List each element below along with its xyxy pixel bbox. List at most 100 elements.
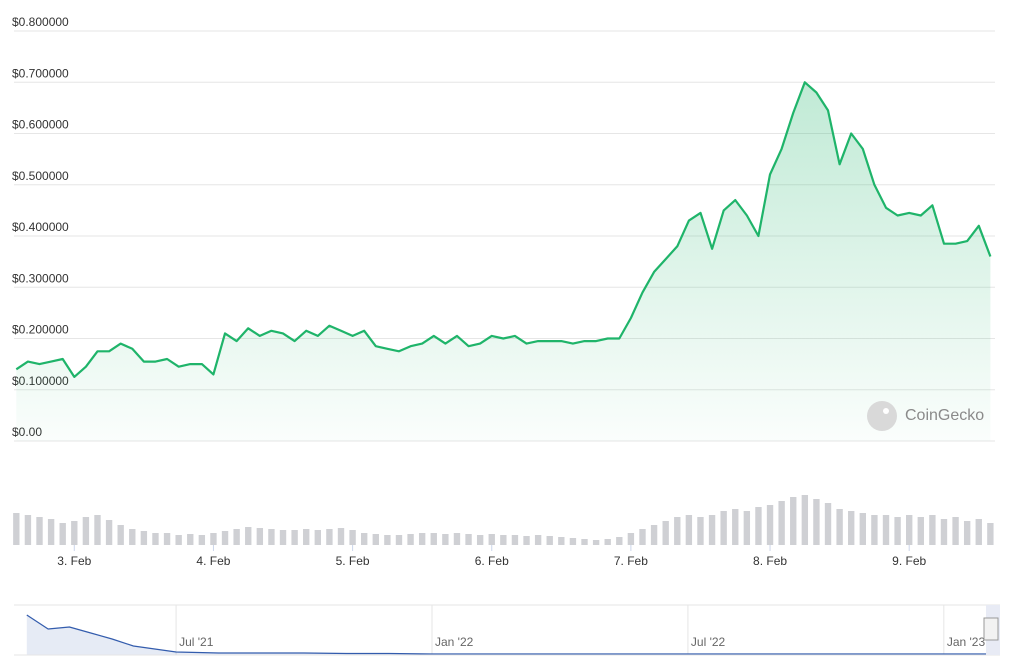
volume-bar [917,517,924,545]
volume-bar [105,520,113,545]
volume-bar [848,511,855,545]
volume-bar [361,533,368,545]
y-tick-label: $0.800000 [12,15,69,29]
x-tick-label: 3. Feb [57,554,91,568]
volume-bar [140,531,148,545]
volume-bar [650,525,658,545]
price-line [15,81,992,378]
volume-bar [175,535,182,545]
volume-bar [453,533,461,545]
volume-bar [210,533,217,545]
x-tick-label: 5. Feb [336,554,370,568]
volume-bar [674,517,681,545]
volume-bar [395,535,403,545]
volume-bar [82,517,90,545]
y-tick-label: $0.200000 [12,323,69,337]
volume-bar [604,539,611,545]
volume-bar [732,509,739,545]
navigator-label: Jul '21 [179,635,214,649]
volume-bar [627,533,635,545]
volume-bar [975,519,982,545]
volume-bar [407,534,414,545]
x-tick-label: 8. Feb [753,554,787,568]
navigator-label: Jan '23 [947,635,986,649]
volume-bar [755,507,762,545]
volume-bar [801,495,809,545]
gecko-eye [883,408,889,414]
navigator-label: Jul '22 [691,635,726,649]
volume-bar [442,534,449,545]
x-tick-label: 4. Feb [196,554,230,568]
volume-bar [245,527,252,545]
volume-bar [534,535,542,545]
volume-bar [476,535,484,545]
volume-bar [894,517,901,545]
price-line [26,614,987,655]
gecko-icon [867,401,897,431]
volume-bar [940,519,948,545]
volume-bar [129,529,136,545]
area [26,615,987,655]
volume-bar [697,517,704,545]
volume-bar [523,536,530,545]
volume-bar [291,530,298,545]
volume-bar [859,513,866,545]
volume-bar [952,517,959,545]
volume-bar [592,540,600,545]
volume-bar [233,529,240,545]
volume-bar [163,533,171,545]
volume-bar [384,535,391,545]
volume-bar [187,534,194,545]
volume-bar [314,530,321,545]
volume-bar [337,528,345,545]
volume-bar [708,515,716,545]
volume-bar [430,533,437,545]
plot-layer: $0.00$0.100000$0.200000$0.300000$0.40000… [12,15,995,655]
watermark: CoinGecko [867,401,984,431]
volume-bar [616,537,623,545]
volume-bar [279,530,287,545]
navigator-handle[interactable] [983,617,999,641]
watermark-text: CoinGecko [905,407,984,424]
volume-bar [372,534,379,545]
volume-bar [94,515,101,545]
volume-bar [511,535,519,545]
volume-bar [24,515,32,545]
volume-bar [152,533,159,545]
x-tick-label: 6. Feb [475,554,509,568]
volume-bar [117,525,124,545]
volume-bar [743,511,751,545]
volume-bar [987,523,994,545]
volume-bar [662,521,669,545]
volume-bar [326,529,333,545]
area [16,82,991,442]
volume-bar [465,534,472,545]
volume-bar [581,539,588,545]
y-tick-label: $0.500000 [12,169,69,183]
navigator-label: Jan '22 [435,635,474,649]
volume-bar [71,521,78,545]
volume-bar [906,515,913,545]
volume-bar [418,533,426,545]
volume-bar [349,530,356,545]
volume-bar [256,528,264,545]
volume-bar [929,515,936,545]
volume-bar [36,517,43,545]
volume-bar [790,497,797,545]
volume-bar [500,535,507,545]
y-tick-label: $0.700000 [12,66,69,80]
volume-bar [824,503,832,545]
volume-bar [766,505,774,545]
volume-bar [59,523,66,545]
volume-bar [720,511,727,545]
y-tick-label: $0.400000 [12,220,69,234]
volume-bar [221,531,229,545]
y-tick-label: $0.600000 [12,118,69,132]
volume-bar [546,536,553,545]
volume-bar [268,529,275,545]
volume-bar [558,537,565,545]
volume-bar [836,509,843,545]
volume-bar [47,519,55,545]
volume-bar [813,499,820,545]
